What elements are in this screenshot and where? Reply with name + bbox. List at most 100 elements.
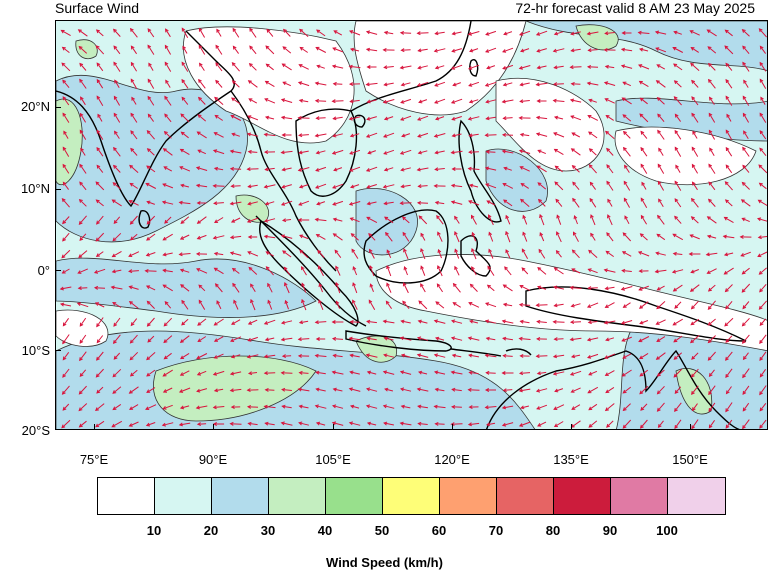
wind-arrowhead [537,182,542,186]
wind-arrow [333,218,343,222]
wind-arrow [503,389,513,391]
wind-arrowhead [231,80,236,85]
wind-arrow [403,248,409,260]
wind-arrow [571,132,581,138]
wind-arrow [469,48,479,52]
wind-arrow [571,48,581,52]
wind-arrow [366,405,378,409]
wind-arrowhead [553,82,558,87]
wind-arrow [179,387,191,393]
wind-arrow [759,28,767,38]
wind-arrowhead [536,336,541,341]
wind-arrow [147,45,155,55]
wind-arrow [266,63,274,71]
wind-arrowhead [553,423,559,428]
wind-arrowhead [571,132,576,136]
wind-arrowhead [230,405,235,410]
colorbar-label: 20 [203,523,219,538]
wind-arrow [400,65,412,69]
wind-arrow [265,201,275,205]
wind-arrow [536,133,548,137]
wind-arrow [283,267,291,275]
wind-arrowhead [569,320,575,325]
wind-arrow [622,114,632,122]
wind-arrow [196,167,208,171]
wind-arrowhead [62,373,67,378]
wind-arrowhead [229,251,235,256]
wind-arrowhead [484,353,489,358]
wind-arrowhead [333,167,338,172]
wind-arrow [589,198,597,208]
wind-arrowhead [232,45,237,50]
wind-arrowhead [486,422,491,427]
wind-arrow [487,284,495,292]
colorbar-swatch [383,478,440,514]
wind-arrow [537,182,547,190]
wind-arrowhead [113,112,118,117]
wind-arrow [453,82,461,86]
wind-arrow [129,421,139,427]
wind-arrowhead [365,404,371,409]
wind-arrow [520,320,530,324]
wind-arrow [197,234,207,240]
wind-arrow [759,147,767,157]
wind-arrowhead [78,423,83,428]
wind-arrow [673,284,683,292]
wind-arrowhead [263,321,269,325]
wind-arrow [300,47,308,53]
wind-arrowhead [229,388,234,393]
wind-arrow [435,388,445,392]
wind-arrowhead [233,299,237,304]
wind-arrow [485,302,497,308]
wind-arrowhead [146,200,151,205]
wind-arrow [335,266,341,276]
wind-arrowhead [297,115,302,120]
wind-arrow [281,200,293,206]
wind-arrowhead [433,183,438,188]
wind-arrow [553,371,565,375]
wind-arrowhead [639,113,644,118]
wind-arrowhead [708,129,713,134]
wind-arrowhead [280,234,286,239]
wind-arrowhead [588,371,593,376]
wind-arrow [196,388,208,392]
wind-arrowhead [179,148,184,153]
wind-arrowhead [352,282,356,287]
wind-arrowhead [553,132,558,136]
wind-arrow [658,420,664,428]
wind-arrowhead [588,423,593,428]
wind-arrowhead [213,388,219,393]
wind-arrow [400,32,412,34]
wind-arrow [759,130,767,140]
wind-arrow [367,371,377,375]
wind-arrowhead [198,27,203,32]
wind-arrowhead [690,321,695,326]
wind-arrowhead [571,268,576,272]
wind-arrowhead [638,269,643,274]
wind-arrowhead [231,267,236,272]
wind-arrow [366,82,378,86]
wind-arrow [657,285,665,291]
wind-arrow [334,249,342,259]
wind-arrowhead [212,371,217,376]
wind-arrow [657,113,665,123]
wind-arrowhead [673,373,678,378]
wind-arrow [623,147,631,157]
wind-arrow [111,286,123,290]
wind-arrowhead [502,353,507,358]
wind-arrow [691,216,699,224]
wind-arrow [554,388,564,392]
wind-arrowhead [400,82,405,87]
wind-arrowhead [299,28,304,33]
wind-arrow [520,48,530,52]
wind-arrowhead [522,214,527,219]
wind-arrowhead [280,337,285,342]
wind-arrowhead [707,356,712,361]
wind-arrow [214,252,224,256]
wind-arrowhead [691,181,696,186]
wind-arrowhead [709,96,713,101]
wind-arrow [453,283,461,293]
wind-arrow [146,387,156,393]
wind-arrow [316,150,326,154]
wind-arrowhead [400,404,405,409]
